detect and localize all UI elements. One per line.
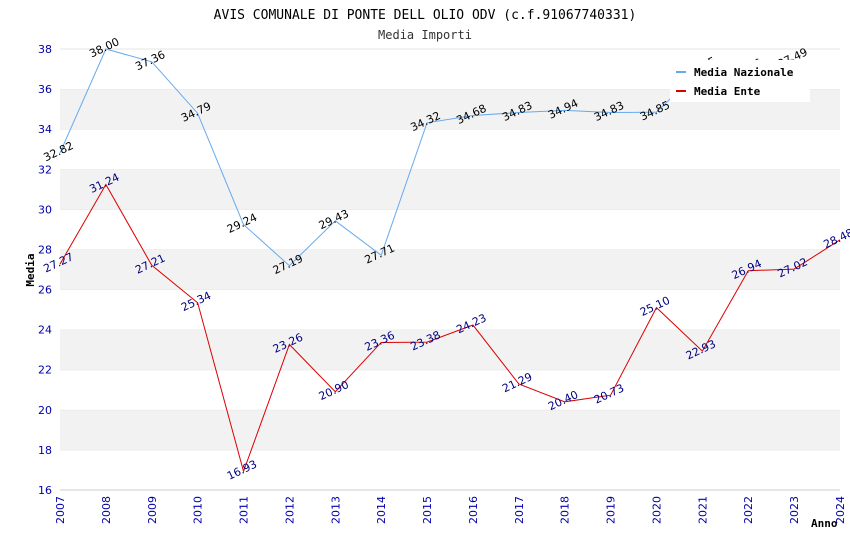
y-tick-label: 36 [38,83,52,96]
legend-box [670,60,810,102]
y-tick-label: 32 [38,163,52,176]
y-tick-label: 26 [38,284,52,297]
chart-title: AVIS COMUNALE DI PONTE DELL OLIO ODV (c.… [214,8,637,23]
legend-label: Media Ente [694,85,761,98]
x-tick-label: 2022 [742,496,755,524]
y-tick-label: 20 [38,404,52,417]
y-tick-label: 18 [38,444,52,457]
x-tick-label: 2024 [834,496,847,524]
y-tick-label: 24 [38,324,52,337]
legend-label: Media Nazionale [694,66,794,79]
y-tick-label: 38 [38,43,52,56]
grid-band [60,169,840,210]
x-tick-label: 2008 [100,496,113,524]
x-tick-label: 2013 [329,496,342,524]
grid-band [60,129,840,170]
x-tick-label: 2014 [375,496,388,524]
x-tick-label: 2016 [467,496,480,524]
y-tick-label: 22 [38,364,52,377]
chart-subtitle: Media Importi [378,28,472,42]
y-axis-label: Media [24,253,37,286]
grid-band [60,369,840,410]
x-tick-label: 2007 [54,496,67,524]
series-line-media-ente [59,183,841,474]
x-tick-label: 2012 [283,496,296,524]
x-tick-label: 2010 [192,496,205,524]
x-tick-label: 2020 [650,496,663,524]
grid-band [60,289,840,330]
y-tick-label: 16 [38,484,52,497]
x-tick-label: 2009 [146,496,159,524]
grid-band [60,209,840,250]
grid-band [60,409,840,450]
x-tick-label: 2015 [421,496,434,524]
legend: Media Nazionale Media Ente [670,60,810,102]
x-tick-label: 2021 [696,496,709,524]
grid-band [60,329,840,370]
x-tick-label: 2023 [788,496,801,524]
x-tick-label: 2017 [513,496,526,524]
x-tick-label: 2019 [605,496,618,524]
grid-band [60,249,840,290]
y-tick-label: 30 [38,203,52,216]
x-tick-label: 2011 [238,496,251,524]
grid-band [60,449,840,490]
y-tick-label: 34 [38,123,52,136]
x-tick-label: 2018 [559,496,572,524]
x-axis-label: Anno [811,517,838,530]
y-tick-label: 28 [38,243,52,256]
grid-bands [60,48,840,490]
x-axis-ticks: 2007 2008 2009 2010 2011 2012 2013 2014 2015 2016… [54,496,847,524]
y-axis-ticks: 16 18 20 22 24 26 28 30 32 34 36 38 [38,43,52,497]
